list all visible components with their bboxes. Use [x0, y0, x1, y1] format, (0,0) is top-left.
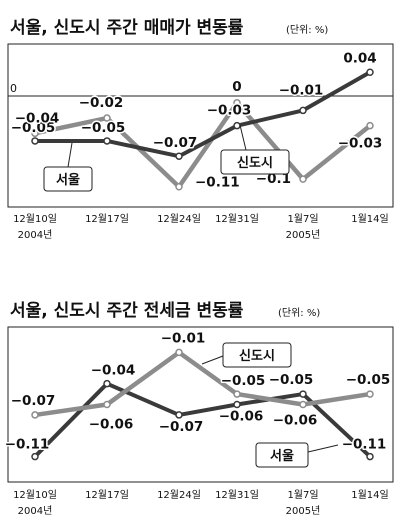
data-label-newtown: −0.02	[79, 95, 124, 111]
point-newtown	[103, 114, 111, 122]
legend-newtown: 신도시	[220, 124, 290, 175]
plot-frame	[7, 326, 394, 483]
panel-jeonse: 서울, 신도시 주간 전세금 변동률 (단위: %) −0.11−0.04−0.…	[3, 301, 394, 517]
point-seoul	[233, 121, 241, 130]
legend-label-seoul: 서울	[56, 172, 80, 188]
data-label-seoul: −0.01	[279, 82, 324, 98]
point-newtown	[299, 400, 307, 409]
x-year-label: 2004년	[18, 505, 53, 517]
x-tick-label: 12월31일	[215, 213, 259, 225]
point-seoul	[31, 452, 39, 461]
zero-label: 0	[10, 82, 17, 95]
point-newtown	[366, 390, 374, 398]
point-seoul	[233, 400, 241, 409]
plot-frame	[7, 43, 394, 208]
legend: 서울 신도시	[43, 124, 290, 192]
x-tick-label: 12월10일	[13, 213, 57, 225]
x-year-label: 2004년	[18, 229, 53, 241]
x-tick-label: 12월31일	[215, 489, 259, 501]
x-tick-label: 1월7일	[287, 213, 318, 225]
point-seoul	[299, 390, 307, 398]
x-tick-label: 12월24일	[157, 213, 201, 225]
point-newtown	[175, 348, 183, 357]
point-seoul	[103, 137, 111, 145]
data-label-seoul: 0.04	[343, 50, 376, 66]
series-layer: −0.11 −0.04 −0.07 −0.06 −0.05 −0.11 −0.07 −0.06…	[3, 329, 392, 461]
x-year-label: 2005년	[286, 505, 321, 517]
x-tick-label: 12월17일	[85, 489, 129, 501]
x-axis: 12월10일 12월17일 12월24일 12월31일 1월7일 1월14일 2004년 20…	[13, 213, 389, 241]
legend-label-newtown: 신도시	[237, 156, 273, 171]
legend-label-seoul: 서울	[270, 448, 294, 464]
point-seoul	[299, 106, 307, 115]
point-seoul	[366, 452, 374, 461]
point-newtown	[366, 121, 374, 130]
data-label-newtown: −0.11	[195, 175, 240, 191]
data-label-seoul: −0.11	[342, 437, 387, 453]
data-label-newtown: −0.07	[11, 393, 56, 409]
point-newtown	[175, 182, 183, 191]
data-label-seoul: −0.06	[219, 409, 264, 425]
x-year-label: 2005년	[286, 229, 321, 241]
legend-seoul: 서울	[255, 442, 339, 468]
point-newtown	[233, 390, 241, 398]
point-newtown	[103, 400, 111, 409]
x-tick-label: 12월10일	[13, 489, 57, 501]
legend-label-newtown: 신도시	[239, 349, 275, 364]
data-label-seoul: −0.07	[159, 419, 204, 435]
legend-newtown: 신도시	[201, 342, 292, 368]
data-label-seoul: −0.05	[81, 120, 126, 136]
data-label-seoul: −0.11	[5, 437, 50, 453]
series-line-newtown	[34, 100, 372, 189]
data-label-newtown: −0.01	[161, 330, 206, 346]
chart-title: 서울, 신도시 주간 매매가 변동률	[10, 18, 244, 38]
point-newtown	[31, 129, 39, 138]
data-label-seoul: −0.05	[269, 372, 314, 388]
x-tick-label: 1월14일	[351, 489, 389, 501]
data-label-seoul: −0.03	[207, 103, 252, 119]
x-tick-label: 1월7일	[287, 489, 318, 501]
legend-seoul: 서울	[43, 142, 93, 192]
unit-label: (단위: %)	[286, 23, 328, 36]
point-seoul	[175, 411, 183, 419]
point-newtown	[233, 99, 241, 107]
x-tick-label: 1월14일	[351, 213, 389, 225]
data-label-seoul: −0.07	[153, 135, 198, 151]
data-label-newtown: −0.03	[338, 136, 383, 152]
x-tick-label: 12월17일	[85, 213, 129, 225]
unit-label: (단위: %)	[278, 306, 320, 319]
point-seoul	[366, 68, 374, 77]
point-seoul	[31, 137, 39, 145]
chart-title: 서울, 신도시 주간 전세금 변동률	[10, 301, 244, 321]
data-label-newtown: −0.06	[273, 413, 318, 429]
point-seoul	[175, 152, 183, 160]
data-label-newtown: −0.04	[15, 110, 60, 126]
x-tick-label: 12월24일	[157, 489, 201, 501]
x-axis: 12월10일 12월17일 12월24일 12월31일 1월7일 1월14일 2004년 20…	[13, 489, 389, 517]
series-line-seoul	[35, 70, 371, 159]
data-label-newtown: 0	[232, 79, 241, 95]
data-label-newtown: −0.05	[346, 372, 391, 388]
series-line-newtown	[34, 350, 371, 418]
data-label-newtown: −0.06	[89, 417, 134, 433]
data-label-seoul: −0.04	[91, 363, 136, 379]
panel-sales: 서울, 신도시 주간 매매가 변동률 (단위: %) 0 −0.05 −0.05−…	[7, 18, 394, 241]
point-newtown	[299, 175, 307, 183]
data-label-seoul: −0.05	[11, 120, 56, 136]
legend: 신도시 서울	[201, 342, 339, 468]
point-newtown	[31, 411, 39, 419]
data-label-newtown: −0.05	[221, 373, 266, 389]
point-seoul	[103, 379, 111, 388]
